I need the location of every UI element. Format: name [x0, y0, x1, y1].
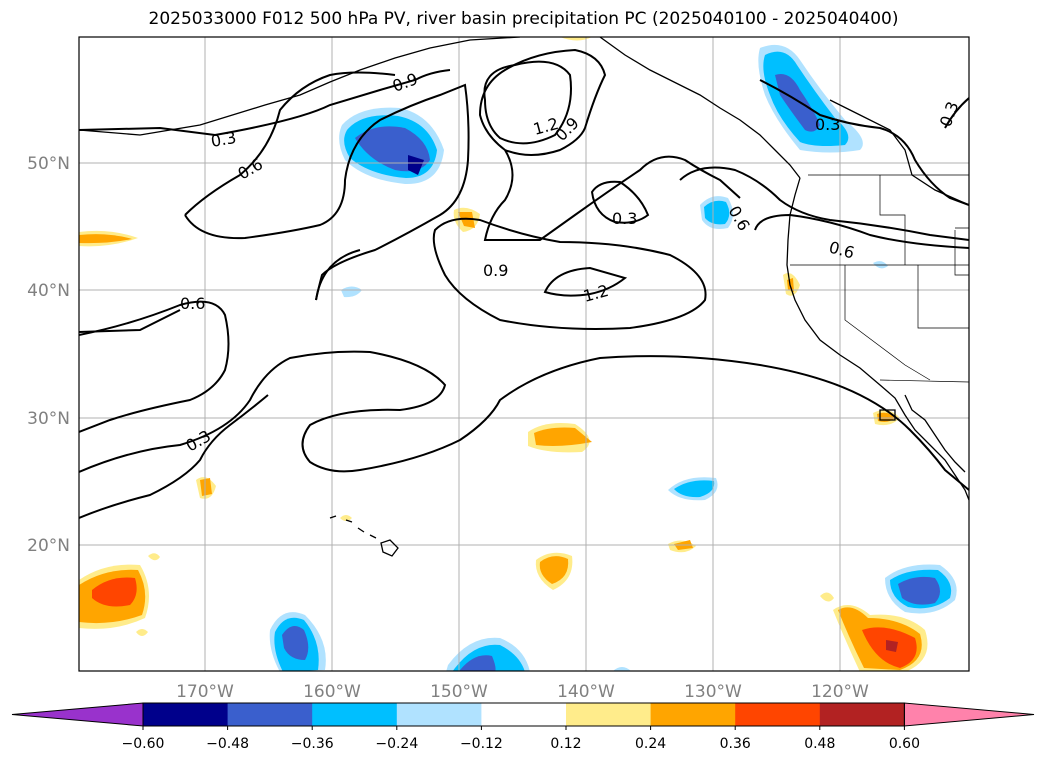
- lat-label-group: 50°N 40°N 30°N 20°N: [27, 154, 70, 556]
- pv-contour-0.6-mid: [79, 309, 181, 333]
- pv-contour-0.6-bottom: [315, 249, 361, 301]
- coastline-layer: [79, 37, 969, 557]
- colorbar-tick-label: −0.12: [460, 736, 503, 752]
- colorbar-extend-min: [11, 702, 144, 727]
- bc-coast: [786, 177, 969, 501]
- lon-label: 130°W: [684, 682, 742, 702]
- precip-blob: [79, 234, 132, 244]
- precip-blob: [92, 577, 137, 607]
- colorbar-tick-label: −0.48: [206, 736, 249, 752]
- colorbar-segment: [143, 703, 229, 726]
- precip-blob: [886, 640, 898, 652]
- pv-contour-0.9-mid: [432, 217, 707, 330]
- lon-label: 170°W: [176, 682, 234, 702]
- border-layer: [790, 174, 969, 383]
- lon-label: 140°W: [557, 682, 615, 702]
- mainland-coast: [829, 99, 969, 206]
- pv-contour-0.3-east: [759, 79, 969, 206]
- precip-blob: [613, 667, 631, 671]
- precip-blob: [136, 629, 148, 636]
- lon-label: 150°W: [430, 682, 488, 702]
- colorbar-outline: [142, 702, 905, 727]
- colorbar-segment: [481, 703, 567, 726]
- precip-blob: [674, 480, 715, 498]
- precip-blob: [560, 37, 592, 41]
- alaska-coast: [79, 37, 521, 136]
- precip-blob: [341, 286, 362, 298]
- pv-contour-0.6-north: [184, 71, 470, 301]
- precip-blob: [820, 592, 834, 602]
- precip-blob: [340, 515, 352, 521]
- colorbar-extend-max: [903, 702, 1035, 727]
- colorbar-tick-label: 0.36: [720, 736, 751, 752]
- figure-title: 2025033000 F012 500 hPa PV, river basin …: [148, 9, 899, 29]
- baja-coast: [904, 394, 966, 473]
- colorbar-tick-label: 0.24: [635, 736, 666, 752]
- colorbar-tick-label: −0.24: [375, 736, 418, 752]
- precip-blob: [458, 212, 475, 228]
- state-borders: [790, 175, 969, 381]
- colorbar-segment: [396, 703, 482, 726]
- pv-contour-0.6-east: [679, 166, 969, 249]
- map-frame: [78, 36, 970, 672]
- gridlines: [79, 37, 969, 671]
- lon-label: 120°W: [811, 682, 869, 702]
- precip-blob: [704, 200, 730, 225]
- colorbar-segment: [650, 703, 736, 726]
- hawaii-big-island: [380, 539, 399, 557]
- hawaii-islands: [329, 515, 377, 539]
- contour-label: 0.9: [483, 261, 508, 280]
- pv-contour-0.6-south: [79, 300, 230, 433]
- pv-contour-0.3-south: [79, 350, 969, 491]
- precip-blob: [775, 74, 820, 132]
- precip-blob: [200, 478, 212, 496]
- contour-label: 0.3: [612, 209, 637, 228]
- lat-label: 30°N: [27, 409, 70, 429]
- colorbar-segment: [566, 703, 652, 726]
- lat-label: 50°N: [27, 154, 70, 174]
- alaska-panhandle-coast: [599, 37, 801, 179]
- colorbar-segment: [735, 703, 821, 726]
- lat-label: 40°N: [27, 281, 70, 301]
- pv-contour-1.2-mid: [543, 266, 628, 297]
- contour-label: 0.3: [815, 115, 840, 134]
- precip-fill-layer: [79, 37, 957, 671]
- pv-contour-0.3-mid: [590, 180, 650, 224]
- colorbar-segment: [227, 703, 313, 726]
- contour-label: 0.6: [180, 294, 205, 313]
- precip-blob: [460, 655, 496, 671]
- pv-contour-0.9-north: [478, 48, 741, 241]
- precip-blob: [408, 155, 424, 175]
- precip-blob: [898, 576, 940, 605]
- colorbar-tick-label: −0.36: [291, 736, 334, 752]
- us-mexico-border: [879, 379, 969, 383]
- colorbar-tick-label: 0.12: [550, 736, 581, 752]
- precip-blob: [282, 626, 309, 660]
- colorbar-tick-label: −0.60: [122, 736, 165, 752]
- precip-blob: [539, 556, 569, 584]
- pv-contour-0.3-west: [79, 394, 269, 519]
- colorbar-segment: [312, 703, 398, 726]
- precip-blob: [534, 427, 592, 446]
- lat-label: 20°N: [27, 536, 70, 556]
- colorbar-segment: [819, 703, 905, 726]
- island: [879, 409, 896, 421]
- pv-contour-layer: [79, 48, 969, 519]
- contour-label: 0.3: [209, 128, 237, 151]
- lon-label: 160°W: [303, 682, 361, 702]
- colorbar: −0.60 −0.48 −0.36 −0.24 −0.12 0.12 0.24 0.36 0.4…: [11, 702, 1035, 752]
- colorbar-tick-label: 0.60: [889, 736, 920, 752]
- lon-label-group: 170°W 160°W 150°W 140°W 130°W 120°W: [176, 682, 869, 702]
- colorbar-tick-label: 0.48: [804, 736, 835, 752]
- pv-contour-0.3: [79, 69, 451, 137]
- precip-blob: [148, 553, 160, 561]
